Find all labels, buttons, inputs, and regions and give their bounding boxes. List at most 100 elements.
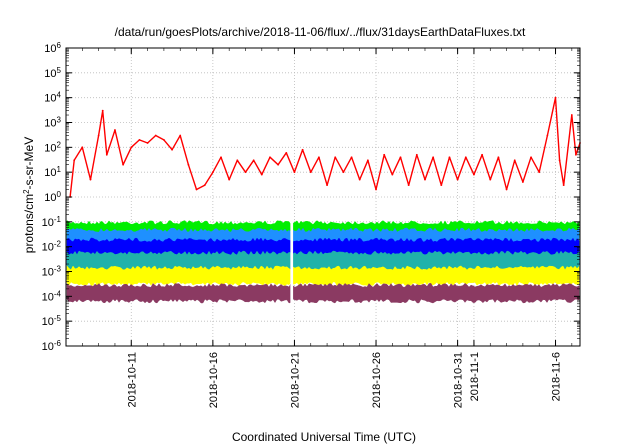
- line-point: [334, 156, 337, 159]
- line-point: [154, 134, 157, 137]
- y-tick-label-base: 10: [44, 93, 56, 105]
- x-tick-label: 2018-10-11: [126, 352, 138, 407]
- line-point: [163, 138, 165, 141]
- chart-title: /data/run/goesPlots/archive/2018-11-06/f…: [115, 25, 526, 39]
- line-point: [105, 153, 108, 156]
- x-tick-labels: 2018-10-11 2018-10-16 2018-10-21 2018-10-26…: [126, 352, 562, 408]
- y-tick-label: 10-1: [42, 214, 62, 229]
- line-point: [285, 151, 288, 154]
- line-point: [211, 171, 214, 174]
- data-gap-group: [290, 217, 294, 306]
- line-point: [89, 178, 92, 181]
- line-point: [358, 178, 361, 181]
- y-axis-label: protons/cm2-s-sr-MeV: [22, 137, 37, 253]
- line-point: [146, 142, 149, 144]
- y-tick-label-exp: -2: [54, 239, 62, 248]
- x-tick-label: 2018-10-26: [371, 352, 383, 408]
- y-tick-label-base: 10: [42, 291, 54, 303]
- line-point: [260, 173, 263, 176]
- line-point: [277, 163, 280, 166]
- line-point: [473, 173, 475, 176]
- y-tick-label-base: 10: [42, 341, 54, 353]
- line-point: [179, 134, 182, 137]
- line-point: [203, 184, 206, 187]
- line-point: [440, 184, 443, 187]
- y-tick-label: 10-6: [42, 339, 62, 354]
- line-point: [497, 156, 500, 159]
- line-point: [554, 96, 557, 99]
- line-point: [464, 156, 467, 159]
- y-tick-label: 102: [44, 140, 61, 155]
- line-point: [489, 178, 492, 181]
- line-point: [391, 173, 394, 176]
- band-series-6: [66, 282, 580, 304]
- y-tick-label-base: 10: [42, 242, 54, 254]
- line-point: [375, 188, 377, 191]
- y-tick-label-exp: 0: [57, 190, 62, 199]
- y-tick-label-exp: 2: [57, 140, 62, 149]
- y-tick-label: 104: [44, 90, 61, 105]
- line-point: [432, 156, 435, 159]
- y-tick-label-exp: 3: [57, 115, 62, 124]
- line-point: [415, 153, 418, 156]
- y-tick-label-exp: 4: [57, 90, 62, 99]
- line-point: [309, 171, 312, 174]
- line-point: [383, 153, 386, 156]
- y-axis-label-rest: -s-sr-MeV: [22, 137, 36, 190]
- line-point: [575, 153, 577, 156]
- band-series-5: [66, 265, 580, 287]
- line-point: [73, 159, 76, 162]
- line-point: [570, 114, 573, 116]
- line-series-group: [69, 96, 581, 198]
- line-point: [138, 138, 141, 141]
- line-point: [521, 181, 524, 183]
- y-tick-label-base: 10: [44, 118, 56, 130]
- x-axis-label: Coordinated Universal Time (UTC): [232, 430, 416, 444]
- line-point: [342, 171, 345, 174]
- y-tick-label: 100: [44, 190, 61, 205]
- line-point: [318, 156, 320, 159]
- x-tick-label: 2018-10-21: [289, 352, 301, 408]
- line-point: [97, 134, 100, 137]
- y-tick-label-exp: 5: [57, 65, 62, 74]
- y-tick-label-exp: -1: [54, 214, 62, 223]
- y-tick-label-base: 10: [44, 167, 56, 179]
- line-point: [220, 156, 222, 159]
- line-point: [530, 156, 532, 159]
- x-tick-label: 2018-11-6: [551, 352, 563, 401]
- line-point: [424, 178, 426, 181]
- line-point: [195, 188, 198, 191]
- line-point: [130, 146, 133, 149]
- line-point: [407, 184, 410, 187]
- line-point: [562, 184, 565, 187]
- x-tick-label: 2018-10-16: [208, 352, 220, 408]
- band-series-group: [66, 220, 580, 304]
- line-point: [366, 159, 369, 162]
- y-tick-label-base: 10: [44, 142, 56, 154]
- line-point: [171, 148, 173, 151]
- y-tick-label-base: 10: [44, 43, 56, 55]
- y-tick-label-base: 10: [42, 316, 54, 328]
- line-point: [538, 171, 541, 174]
- x-tick-label: 2018-10-31: [453, 352, 465, 408]
- line-point: [456, 178, 459, 181]
- line-point: [236, 159, 239, 162]
- line-point: [513, 159, 516, 162]
- y-tick-label: 10-3: [42, 264, 62, 279]
- y-tick-label: 105: [44, 65, 61, 80]
- line-point: [101, 109, 104, 112]
- line-point: [81, 146, 84, 149]
- y-tick-label-base: 10: [42, 217, 54, 229]
- y-tick-label: 10-4: [42, 289, 62, 304]
- line-point: [293, 171, 296, 174]
- line-point: [244, 171, 247, 174]
- y-tick-label: 103: [44, 115, 61, 130]
- y-tick-labels: 10-610-510-410-310-210-11001011021031041…: [42, 41, 62, 354]
- line-point: [326, 184, 328, 187]
- line-point: [399, 156, 402, 159]
- line-point: [114, 129, 116, 131]
- axis-ticks: [65, 47, 580, 347]
- y-axis-label-exponent: 2: [22, 189, 31, 194]
- line-point: [546, 134, 549, 137]
